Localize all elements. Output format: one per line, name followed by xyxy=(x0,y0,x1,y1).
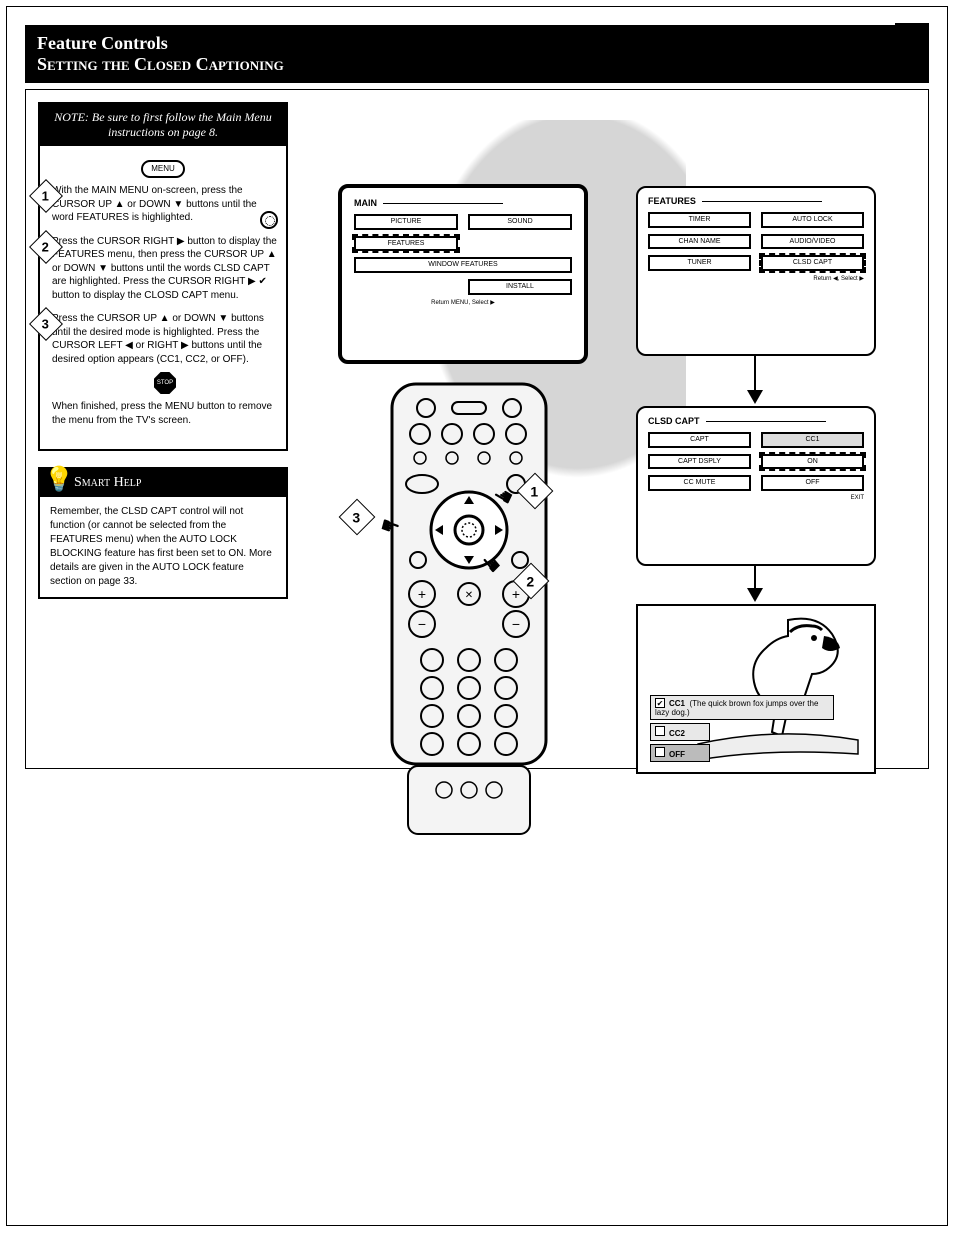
remote-control: + ✕ + − − xyxy=(374,380,564,840)
feat-cc: CLSD CAPT xyxy=(761,255,864,271)
menu-install: INSTALL xyxy=(468,279,572,295)
cc-opt-3: OFF xyxy=(650,744,710,762)
flow-arrow-1-head xyxy=(747,390,763,404)
help-body: Remember, the CLSD CAPT control will not… xyxy=(40,497,286,597)
step-3f: When finished, press the MENU button to … xyxy=(52,401,272,426)
steps-box: NOTE: Be sure to first follow the Main M… xyxy=(38,102,288,451)
svg-text:+: + xyxy=(418,586,426,602)
help-title: Smart Help xyxy=(74,475,141,490)
flow-arrow-1-stem xyxy=(754,356,756,392)
flow-arrow-2-head xyxy=(747,588,763,602)
menu-picture: PICTURE xyxy=(354,214,458,230)
step-3a: Press the CURSOR UP xyxy=(52,313,157,324)
step-2c: or DOWN xyxy=(52,263,95,274)
tv-features-title: FEATURES xyxy=(648,196,696,206)
cc-capt-lbl: CAPT xyxy=(648,432,751,448)
smart-help-box: 💡 Smart Help Remember, the CLSD CAPT con… xyxy=(38,467,288,599)
svg-text:−: − xyxy=(418,616,426,632)
step-1-num: 1 xyxy=(34,185,56,209)
title-sub: Setting the Closed Captioning xyxy=(37,54,284,74)
step-3b: or DOWN xyxy=(172,313,215,324)
title-main: Feature Controls xyxy=(37,33,168,53)
menu-window-features: WINDOW FEATURES xyxy=(354,257,572,273)
tv-cc-menu: CLSD CAPT CAPT CC1 CAPT DSPLY ON CC MUTE… xyxy=(636,406,876,566)
cc-opt-2: CC2 xyxy=(650,723,710,741)
cc-dsply-lbl: CAPT DSPLY xyxy=(648,454,751,470)
tv-features-hint: Return ◀, Select ▶ xyxy=(648,275,864,282)
cc-opt-1-label: CC1 xyxy=(669,699,685,708)
flow-arrow-2-stem xyxy=(754,566,756,590)
content-area: NOTE: Be sure to first follow the Main M… xyxy=(25,89,929,769)
svg-text:−: − xyxy=(512,616,520,632)
callout-3: 3 xyxy=(344,505,368,531)
step-3-num: 3 xyxy=(34,313,56,337)
cc-mute-val: OFF xyxy=(761,475,864,491)
tv-main-menu: MAIN PICTURE SOUND FEATURES WINDOW FEATU… xyxy=(338,184,588,364)
menu-sound: SOUND xyxy=(468,214,572,230)
title-bar: Feature Controls Setting the Closed Capt… xyxy=(25,25,929,83)
svg-text:✕: ✕ xyxy=(465,590,473,601)
callout-2: 2 xyxy=(518,569,542,595)
step-2-num: 2 xyxy=(34,235,56,259)
menu-button-icon: MENU xyxy=(141,160,185,178)
lightbulb-icon: 💡 xyxy=(44,465,74,494)
cc-mute-lbl: CC MUTE xyxy=(648,475,751,491)
steps-header: NOTE: Be sure to first follow the Main M… xyxy=(40,104,286,146)
cc-capt-val: CC1 xyxy=(761,432,864,448)
remote-svg: + ✕ + − − xyxy=(374,380,564,840)
cc-opt-1: ✔CC1 (The quick brown fox jumps over the… xyxy=(650,695,834,720)
tv-main-title: MAIN xyxy=(354,198,377,208)
callout-1: 1 xyxy=(522,479,546,505)
parrot-preview: ✔CC1 (The quick brown fox jumps over the… xyxy=(636,604,876,774)
menu-features: FEATURES xyxy=(354,236,458,252)
step-3d: or RIGHT xyxy=(136,340,179,351)
stop-icon: STOP xyxy=(154,372,176,394)
feat-timer: TIMER xyxy=(648,212,751,228)
feat-channame: CHAN NAME xyxy=(648,234,751,250)
tv-features-menu: FEATURES TIMER AUTO LOCK CHAN NAME AUDIO… xyxy=(636,186,876,356)
feat-autolock: AUTO LOCK xyxy=(761,212,864,228)
page: 27 Feature Controls Setting the Closed C… xyxy=(6,6,948,1226)
tv-cc-title: CLSD CAPT xyxy=(648,416,700,426)
tv-cc-hint: EXIT xyxy=(648,495,864,501)
step-2a: Press the CURSOR RIGHT xyxy=(52,236,174,247)
tv-main-hint: Return MENU, Select ▶ xyxy=(354,299,572,306)
cc-dsply-val: ON xyxy=(761,454,864,470)
step-1b: or DOWN xyxy=(127,199,170,210)
cc-opt-2-label: CC2 xyxy=(669,729,685,738)
step-2e: button to display the CLOSD CAPT menu. xyxy=(52,290,239,301)
cc-opt-3-label: OFF xyxy=(669,750,685,759)
feat-av: AUDIO/VIDEO xyxy=(761,234,864,250)
cursor-ring-icon xyxy=(260,211,278,229)
feat-tuner: TUNER xyxy=(648,255,751,271)
